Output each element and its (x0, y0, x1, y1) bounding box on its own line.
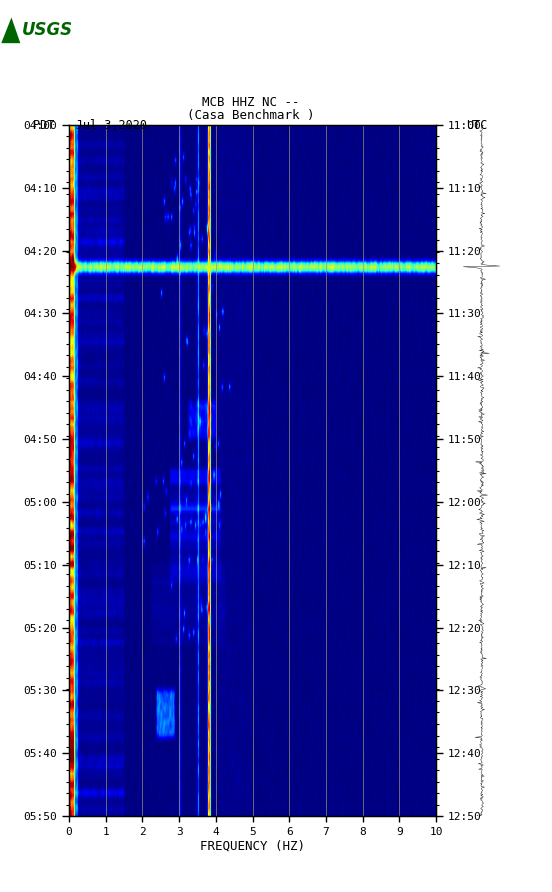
Polygon shape (1, 18, 20, 43)
Text: PDT   Jul 3,2020: PDT Jul 3,2020 (33, 119, 147, 132)
Text: MCB HHZ NC --: MCB HHZ NC -- (203, 95, 300, 109)
Text: (Casa Benchmark ): (Casa Benchmark ) (188, 109, 315, 122)
X-axis label: FREQUENCY (HZ): FREQUENCY (HZ) (200, 839, 305, 853)
Text: UTC: UTC (466, 119, 488, 132)
Text: USGS: USGS (22, 21, 73, 39)
